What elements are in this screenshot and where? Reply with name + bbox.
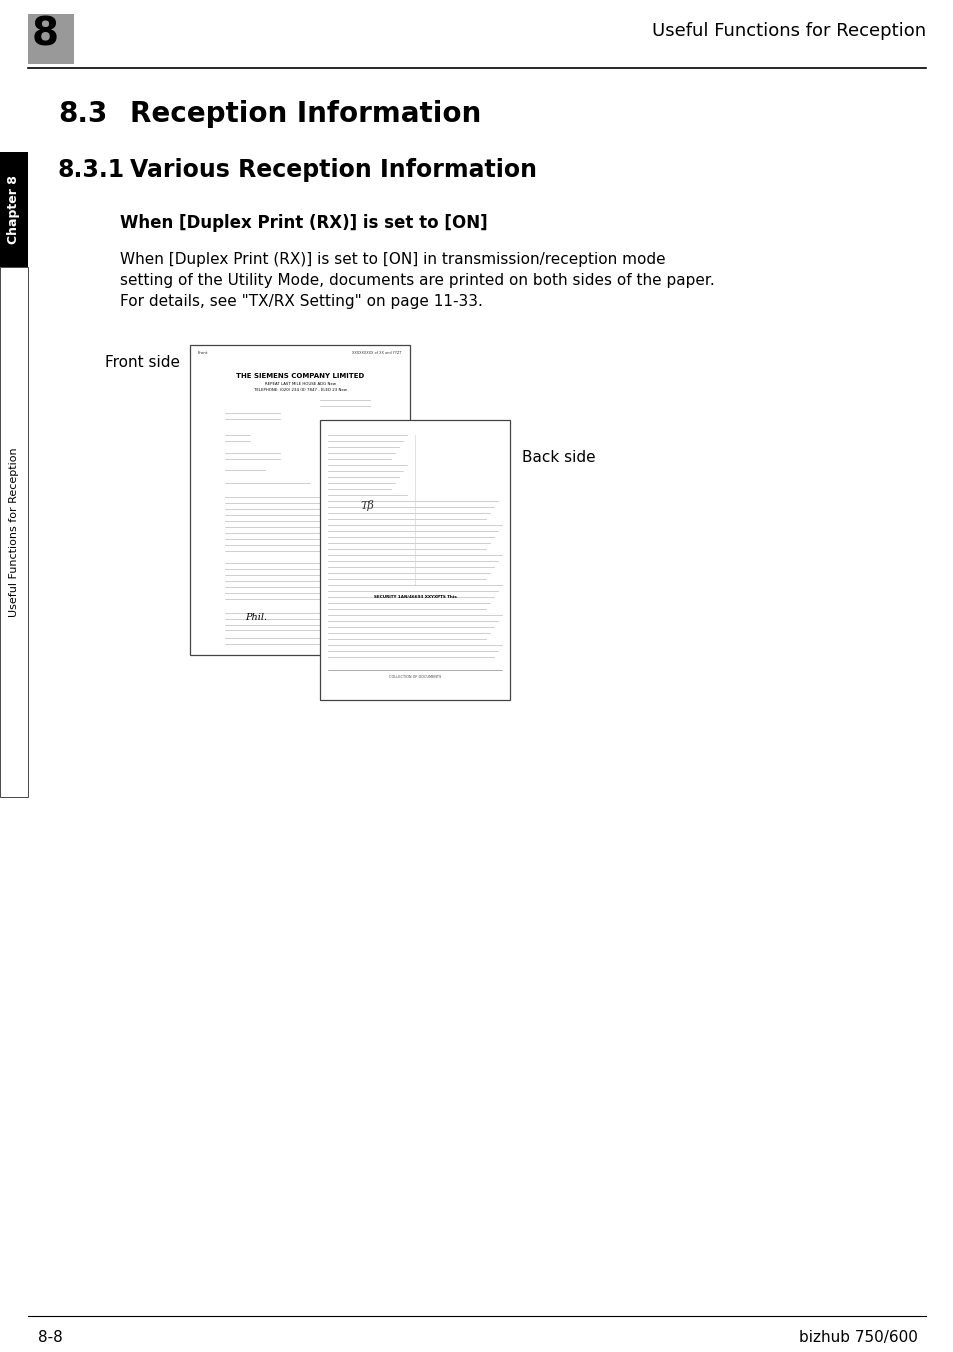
Bar — [28, 14, 74, 64]
Text: setting of the Utility Mode, documents are printed on both sides of the paper.: setting of the Utility Mode, documents a… — [120, 273, 714, 288]
Text: REPEAT LAST MILE HOUSE ADG New: REPEAT LAST MILE HOUSE ADG New — [264, 383, 335, 387]
Text: bizhub 750/600: bizhub 750/600 — [799, 1330, 917, 1345]
Bar — [0, 151, 28, 266]
Bar — [190, 345, 410, 654]
Bar — [0, 266, 28, 796]
Text: When [Duplex Print (RX)] is set to [ON]: When [Duplex Print (RX)] is set to [ON] — [120, 214, 487, 233]
Text: Back side: Back side — [521, 450, 595, 465]
Text: Front side: Front side — [105, 356, 180, 370]
Text: When [Duplex Print (RX)] is set to [ON] in transmission/reception mode: When [Duplex Print (RX)] is set to [ON] … — [120, 251, 665, 266]
Text: For details, see "TX/RX Setting" on page 11-33.: For details, see "TX/RX Setting" on page… — [120, 293, 482, 310]
Text: Useful Functions for Reception: Useful Functions for Reception — [651, 22, 925, 41]
Text: Front: Front — [198, 352, 209, 356]
Text: Chapter 8: Chapter 8 — [8, 174, 20, 243]
Text: THE SIEMENS COMPANY LIMITED: THE SIEMENS COMPANY LIMITED — [235, 373, 364, 379]
Text: 8-8: 8-8 — [38, 1330, 63, 1345]
Text: Various Reception Information: Various Reception Information — [130, 158, 537, 183]
Text: 8.3.1: 8.3.1 — [58, 158, 125, 183]
Text: Tβ: Tβ — [359, 500, 374, 511]
Text: 8: 8 — [32, 16, 59, 54]
Text: Useful Functions for Reception: Useful Functions for Reception — [9, 448, 19, 617]
Bar — [319, 420, 510, 700]
Text: COLLECTION OF DOCUMENTS: COLLECTION OF DOCUMENTS — [389, 675, 440, 679]
Text: XXXXXXXXX of XX and YYZT: XXXXXXXXX of XX and YYZT — [352, 352, 401, 356]
Text: TELEPHONE: (020) 234 (0) 7847 - ELED 23 New: TELEPHONE: (020) 234 (0) 7847 - ELED 23 … — [253, 388, 346, 392]
Text: SECURITY 1AN/46693 XXYXPTS This: SECURITY 1AN/46693 XXYXPTS This — [374, 595, 456, 599]
Text: 8.3: 8.3 — [58, 100, 108, 128]
Text: Reception Information: Reception Information — [130, 100, 480, 128]
Text: Phil.: Phil. — [245, 612, 267, 622]
